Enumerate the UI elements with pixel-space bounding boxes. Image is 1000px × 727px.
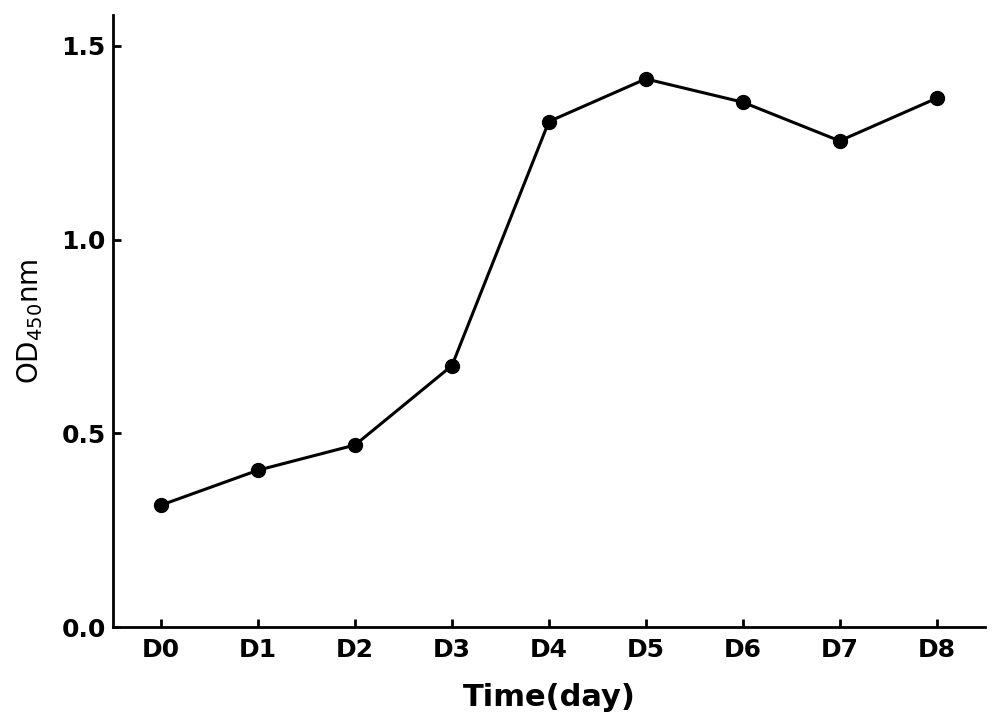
Y-axis label: $\mathrm{OD_{450}nm}$: $\mathrm{OD_{450}nm}$	[15, 258, 45, 384]
X-axis label: Time(day): Time(day)	[462, 683, 635, 712]
